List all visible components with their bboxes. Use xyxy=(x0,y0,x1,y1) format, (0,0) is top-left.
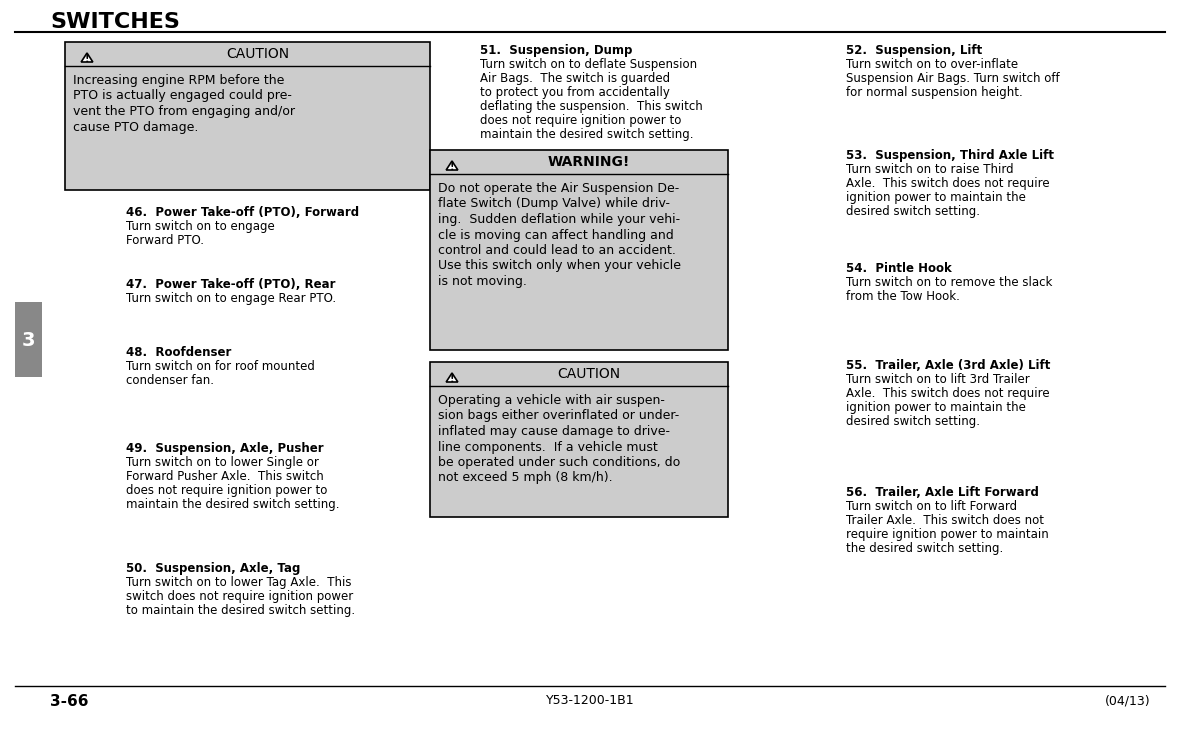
Text: 53.  Suspension, Third Axle Lift: 53. Suspension, Third Axle Lift xyxy=(846,149,1053,162)
Text: 46.  Power Take-off (PTO), Forward: 46. Power Take-off (PTO), Forward xyxy=(126,206,359,219)
Text: Forward Pusher Axle.  This switch: Forward Pusher Axle. This switch xyxy=(126,470,324,483)
Text: sion bags either overinflated or under-: sion bags either overinflated or under- xyxy=(438,409,679,422)
FancyBboxPatch shape xyxy=(800,147,839,185)
FancyBboxPatch shape xyxy=(430,362,727,517)
Text: switch does not require ignition power: switch does not require ignition power xyxy=(126,590,353,603)
Text: Turn switch on to deflate Suspension: Turn switch on to deflate Suspension xyxy=(479,58,697,71)
Text: to protect you from accidentally: to protect you from accidentally xyxy=(479,86,670,99)
Text: cause PTO damage.: cause PTO damage. xyxy=(73,121,198,133)
Text: Trailer Axle.  This switch does not: Trailer Axle. This switch does not xyxy=(846,514,1044,527)
Text: control and could lead to an accident.: control and could lead to an accident. xyxy=(438,244,676,257)
Text: be operated under such conditions, do: be operated under such conditions, do xyxy=(438,456,680,469)
Text: PTO is actually engaged could pre-: PTO is actually engaged could pre- xyxy=(73,89,292,102)
Text: Turn switch on to lift Forward: Turn switch on to lift Forward xyxy=(846,500,1017,513)
Text: 51.  Suspension, Dump: 51. Suspension, Dump xyxy=(479,44,632,57)
Polygon shape xyxy=(446,161,458,170)
Text: Axle.  This switch does not require: Axle. This switch does not require xyxy=(846,177,1050,190)
FancyBboxPatch shape xyxy=(65,42,430,190)
Polygon shape xyxy=(81,53,93,62)
Text: 50.  Suspension, Axle, Tag: 50. Suspension, Axle, Tag xyxy=(126,562,300,575)
Text: Turn switch on to engage Rear PTO.: Turn switch on to engage Rear PTO. xyxy=(126,292,337,305)
Text: is not moving.: is not moving. xyxy=(438,275,527,288)
Text: Increasing engine RPM before the: Increasing engine RPM before the xyxy=(73,74,285,87)
Text: 49.  Suspension, Axle, Pusher: 49. Suspension, Axle, Pusher xyxy=(126,442,324,455)
FancyBboxPatch shape xyxy=(80,560,118,598)
Text: Operating a vehicle with air suspen-: Operating a vehicle with air suspen- xyxy=(438,394,665,407)
Text: to maintain the desired switch setting.: to maintain the desired switch setting. xyxy=(126,604,355,617)
Text: Y53-1200-1B1: Y53-1200-1B1 xyxy=(546,694,634,707)
Text: CAUTION: CAUTION xyxy=(557,367,620,381)
Text: not exceed 5 mph (8 km/h).: not exceed 5 mph (8 km/h). xyxy=(438,471,613,485)
Text: ignition power to maintain the: ignition power to maintain the xyxy=(846,401,1026,414)
Text: !: ! xyxy=(450,375,455,384)
FancyBboxPatch shape xyxy=(800,484,839,522)
Text: does not require ignition power to: does not require ignition power to xyxy=(126,484,327,497)
Text: Turn switch on to lower Tag Axle.  This: Turn switch on to lower Tag Axle. This xyxy=(126,576,352,589)
Text: CAUTION: CAUTION xyxy=(226,47,289,61)
Text: the desired switch setting.: the desired switch setting. xyxy=(846,542,1003,555)
Text: vent the PTO from engaging and/or: vent the PTO from engaging and/or xyxy=(73,105,295,118)
Text: maintain the desired switch setting.: maintain the desired switch setting. xyxy=(479,128,693,141)
Text: 56.  Trailer, Axle Lift Forward: 56. Trailer, Axle Lift Forward xyxy=(846,486,1039,499)
Text: Air Bags.  The switch is guarded: Air Bags. The switch is guarded xyxy=(479,72,670,85)
Text: 47.  Power Take-off (PTO), Rear: 47. Power Take-off (PTO), Rear xyxy=(126,278,335,291)
Text: for normal suspension height.: for normal suspension height. xyxy=(846,86,1023,99)
FancyBboxPatch shape xyxy=(800,260,839,298)
Text: line components.  If a vehicle must: line components. If a vehicle must xyxy=(438,441,658,454)
Text: deflating the suspension.  This switch: deflating the suspension. This switch xyxy=(479,100,703,113)
Text: (04/13): (04/13) xyxy=(1104,694,1150,707)
Text: Forward PTO.: Forward PTO. xyxy=(126,234,204,247)
FancyBboxPatch shape xyxy=(15,302,43,377)
Text: Turn switch on to engage: Turn switch on to engage xyxy=(126,220,275,233)
Text: Turn switch on to raise Third: Turn switch on to raise Third xyxy=(846,163,1013,176)
FancyBboxPatch shape xyxy=(430,150,727,350)
Text: Turn switch on to over-inflate: Turn switch on to over-inflate xyxy=(846,58,1018,71)
Text: Suspension Air Bags. Turn switch off: Suspension Air Bags. Turn switch off xyxy=(846,72,1059,85)
Text: desired switch setting.: desired switch setting. xyxy=(846,205,980,218)
FancyBboxPatch shape xyxy=(800,357,839,395)
Text: cle is moving can affect handling and: cle is moving can affect handling and xyxy=(438,228,673,242)
Polygon shape xyxy=(446,373,458,382)
FancyBboxPatch shape xyxy=(80,440,118,478)
Text: inflated may cause damage to drive-: inflated may cause damage to drive- xyxy=(438,425,670,438)
Text: WARNING!: WARNING! xyxy=(548,155,631,169)
Text: !: ! xyxy=(85,54,90,64)
FancyBboxPatch shape xyxy=(80,276,118,314)
FancyBboxPatch shape xyxy=(80,344,118,389)
Text: ing.  Sudden deflation while your vehi-: ing. Sudden deflation while your vehi- xyxy=(438,213,680,226)
Text: 3: 3 xyxy=(21,331,35,349)
Text: 54.  Pintle Hook: 54. Pintle Hook xyxy=(846,262,952,275)
Text: !: ! xyxy=(450,163,455,173)
Text: maintain the desired switch setting.: maintain the desired switch setting. xyxy=(126,498,339,511)
Text: Do not operate the Air Suspension De-: Do not operate the Air Suspension De- xyxy=(438,182,679,195)
Text: desired switch setting.: desired switch setting. xyxy=(846,415,980,428)
Text: does not require ignition power to: does not require ignition power to xyxy=(479,114,681,127)
FancyBboxPatch shape xyxy=(800,42,839,80)
FancyBboxPatch shape xyxy=(80,204,118,242)
Text: Use this switch only when your vehicle: Use this switch only when your vehicle xyxy=(438,260,681,272)
Text: Turn switch on for roof mounted: Turn switch on for roof mounted xyxy=(126,360,315,373)
Text: Turn switch on to remove the slack: Turn switch on to remove the slack xyxy=(846,276,1052,289)
Text: 48.  Roofdenser: 48. Roofdenser xyxy=(126,346,231,359)
Text: 52.  Suspension, Lift: 52. Suspension, Lift xyxy=(846,44,983,57)
Text: SWITCHES: SWITCHES xyxy=(50,12,180,32)
Text: condenser fan.: condenser fan. xyxy=(126,374,214,387)
Text: Turn switch on to lower Single or: Turn switch on to lower Single or xyxy=(126,456,319,469)
Text: ignition power to maintain the: ignition power to maintain the xyxy=(846,191,1026,204)
Text: require ignition power to maintain: require ignition power to maintain xyxy=(846,528,1049,541)
Text: Turn switch on to lift 3rd Trailer: Turn switch on to lift 3rd Trailer xyxy=(846,373,1030,386)
Text: 55.  Trailer, Axle (3rd Axle) Lift: 55. Trailer, Axle (3rd Axle) Lift xyxy=(846,359,1050,372)
Text: from the Tow Hook.: from the Tow Hook. xyxy=(846,290,960,303)
Text: Axle.  This switch does not require: Axle. This switch does not require xyxy=(846,387,1050,400)
Text: 3-66: 3-66 xyxy=(50,694,89,709)
Text: flate Switch (Dump Valve) while driv-: flate Switch (Dump Valve) while driv- xyxy=(438,198,670,211)
